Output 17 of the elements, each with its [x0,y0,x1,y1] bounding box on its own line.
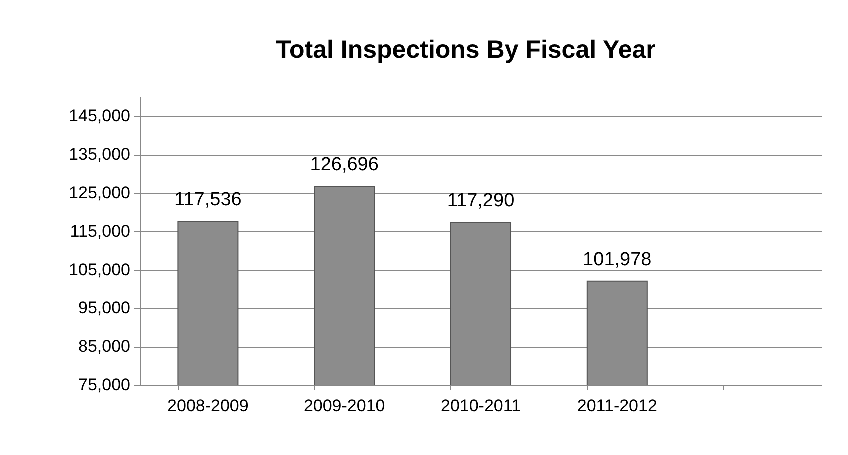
x-tick-label: 2008-2009 [168,396,249,416]
y-tick-label: 135,000 [69,145,130,164]
chart-title: Total Inspections By Fiscal Year [276,36,656,64]
y-tick-label: 105,000 [69,260,130,280]
y-tick-label: 95,000 [78,298,130,318]
y-tick-label: 85,000 [78,337,130,356]
data-label: 126,696 [310,154,379,176]
x-tick-label: 2009-2010 [304,396,386,416]
y-tick-label: 145,000 [69,106,130,126]
x-tick-label: 2010-2011 [440,396,522,416]
y-tick-label: 115,000 [70,222,130,241]
x-tick-label: 2011-2012 [577,396,658,416]
y-tick-label: 75,000 [78,376,130,394]
data-label: 117,536 [174,190,242,211]
data-label: 101,978 [583,249,652,270]
data-label: 117,290 [447,190,515,212]
y-tick-label: 125,000 [69,184,130,202]
